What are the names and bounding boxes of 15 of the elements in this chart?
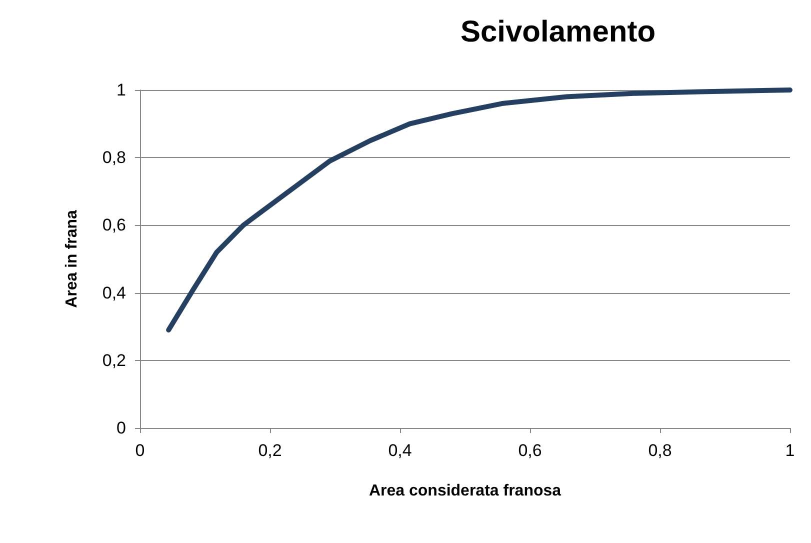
x-tick-label: 0,2 xyxy=(258,441,282,460)
y-tick-label: 0 xyxy=(116,418,126,438)
y-axis-title: Area in frana xyxy=(64,210,80,308)
x-tick-label: 0 xyxy=(135,441,145,460)
y-tick-label: 0,2 xyxy=(102,350,126,370)
x-tick-label: 0,4 xyxy=(388,441,412,460)
x-tick-label: 1 xyxy=(785,441,795,460)
y-tick-label: 0,8 xyxy=(102,148,126,168)
x-axis-title: Area considerata franosa xyxy=(368,482,562,500)
y-tick-label: 0,4 xyxy=(102,283,126,302)
x-tick-label: 0,8 xyxy=(648,441,672,460)
y-tick-label: 0,6 xyxy=(102,216,126,235)
x-tick-label: 0,6 xyxy=(518,441,542,460)
y-tick-label: 1 xyxy=(116,80,126,100)
chart-title: Scivolamento xyxy=(460,16,656,48)
